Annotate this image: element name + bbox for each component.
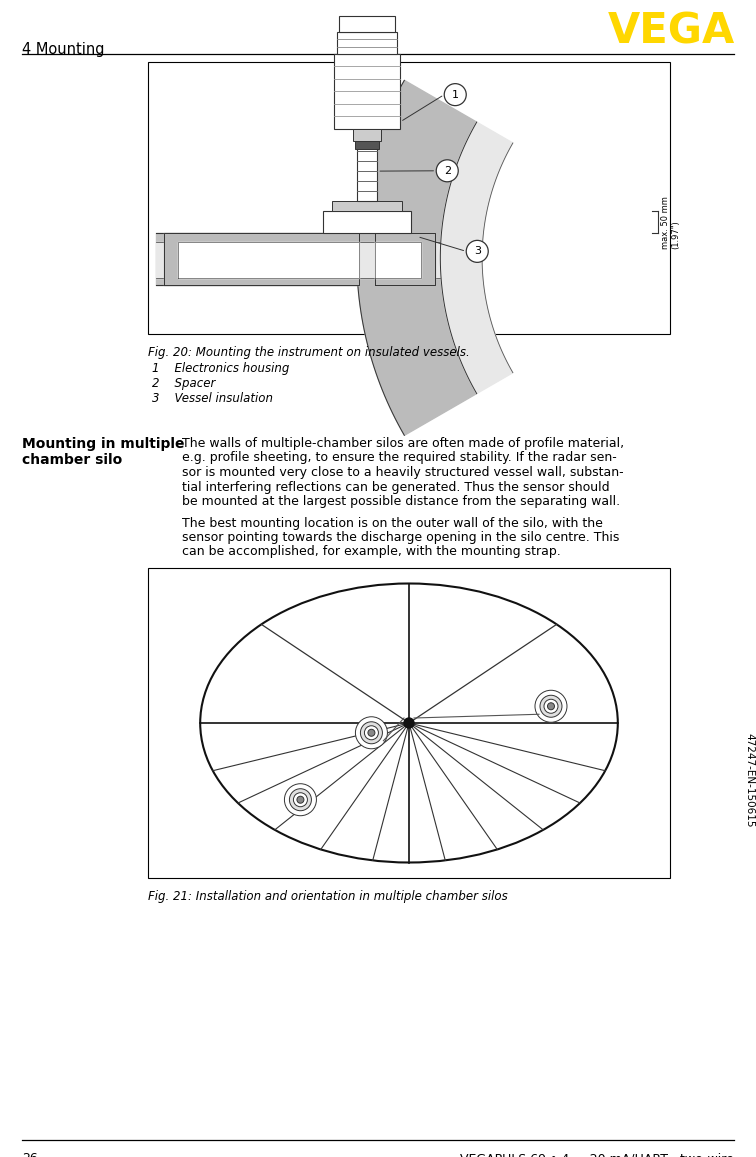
- Bar: [332, 201, 402, 212]
- Circle shape: [364, 725, 379, 739]
- Text: can be accomplished, for example, with the mounting strap.: can be accomplished, for example, with t…: [182, 545, 561, 559]
- Polygon shape: [178, 242, 359, 278]
- Bar: [324, 212, 411, 234]
- Text: sor is mounted very close to a heavily structured vessel wall, substan-: sor is mounted very close to a heavily s…: [182, 466, 624, 479]
- Bar: [355, 141, 380, 149]
- Text: sensor pointing towards the discharge opening in the silo centre. This: sensor pointing towards the discharge op…: [182, 531, 619, 544]
- Circle shape: [535, 691, 567, 722]
- Polygon shape: [156, 234, 357, 285]
- Text: 3: 3: [474, 246, 481, 257]
- Ellipse shape: [200, 583, 618, 862]
- Circle shape: [404, 718, 414, 728]
- Text: 2: 2: [444, 165, 451, 176]
- Text: be mounted at the largest possible distance from the separating wall.: be mounted at the largest possible dista…: [182, 495, 620, 508]
- Bar: [358, 141, 377, 201]
- Polygon shape: [375, 242, 421, 278]
- Circle shape: [466, 241, 488, 263]
- Text: 47247-EN-150615: 47247-EN-150615: [744, 732, 754, 827]
- Text: 1: 1: [452, 89, 459, 100]
- Circle shape: [540, 695, 562, 717]
- Circle shape: [284, 783, 317, 816]
- Polygon shape: [357, 80, 477, 435]
- Text: VEGAPULS 69 • 4 … 20 mA/HART · two-wire: VEGAPULS 69 • 4 … 20 mA/HART · two-wire: [460, 1152, 734, 1157]
- Polygon shape: [440, 123, 513, 393]
- Text: The best mounting location is on the outer wall of the silo, with the: The best mounting location is on the out…: [182, 516, 603, 530]
- Circle shape: [544, 699, 558, 713]
- Bar: [148, 62, 670, 334]
- Text: tial interfering reflections can be generated. Thus the sensor should: tial interfering reflections can be gene…: [182, 480, 609, 494]
- Polygon shape: [164, 234, 359, 285]
- Circle shape: [297, 796, 304, 803]
- Circle shape: [355, 717, 387, 749]
- Bar: [339, 16, 395, 32]
- Bar: [337, 32, 397, 54]
- Circle shape: [547, 702, 554, 709]
- Text: 2    Spacer: 2 Spacer: [152, 377, 215, 390]
- Circle shape: [293, 793, 308, 806]
- Text: chamber silo: chamber silo: [22, 454, 122, 467]
- Text: 3    Vessel insulation: 3 Vessel insulation: [152, 392, 273, 405]
- Text: Fig. 20: Mounting the instrument on insulated vessels.: Fig. 20: Mounting the instrument on insu…: [148, 346, 469, 359]
- Text: 1    Electronics housing: 1 Electronics housing: [152, 362, 290, 375]
- Text: 4 Mounting: 4 Mounting: [22, 42, 104, 57]
- Bar: [148, 568, 670, 878]
- Circle shape: [361, 722, 383, 744]
- Text: 26: 26: [22, 1152, 38, 1157]
- Circle shape: [445, 83, 466, 105]
- Circle shape: [290, 789, 311, 811]
- Text: e.g. profile sheeting, to ensure the required stability. If the radar sen-: e.g. profile sheeting, to ensure the req…: [182, 451, 617, 464]
- Circle shape: [368, 729, 375, 736]
- Polygon shape: [156, 242, 440, 278]
- Text: Mounting in multiple: Mounting in multiple: [22, 437, 184, 451]
- Polygon shape: [375, 234, 435, 285]
- Text: Fig. 21: Installation and orientation in multiple chamber silos: Fig. 21: Installation and orientation in…: [148, 890, 508, 902]
- Bar: [353, 128, 381, 141]
- Bar: [334, 54, 400, 128]
- Text: max. 50 mm
(1.97"): max. 50 mm (1.97"): [661, 196, 680, 249]
- Text: VEGA: VEGA: [608, 10, 735, 52]
- Text: The walls of multiple-chamber silos are often made of profile material,: The walls of multiple-chamber silos are …: [182, 437, 624, 450]
- Circle shape: [436, 160, 458, 182]
